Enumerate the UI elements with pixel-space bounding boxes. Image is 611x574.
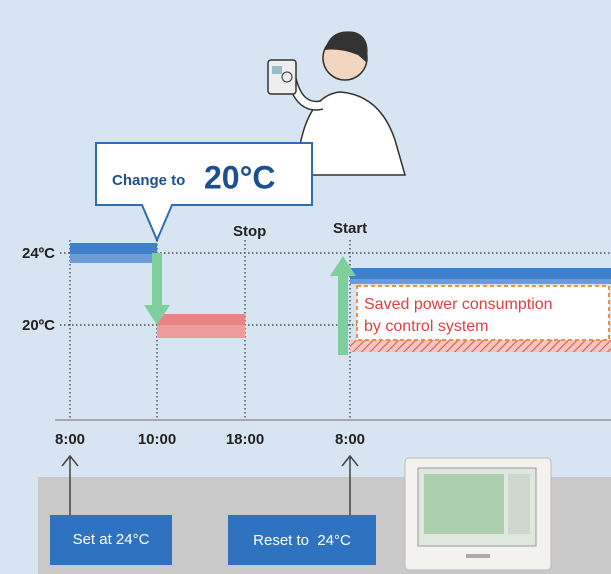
time-label: 10:00 [138,431,176,448]
time-label: 18:00 [226,431,264,448]
time-label: 8:00 [55,431,85,448]
action-box [50,515,172,565]
setpoint-bar [157,325,245,338]
pointer-arrow [61,454,79,515]
callout-box [95,142,313,243]
controller-illustration [404,457,552,571]
down-arrow [144,253,170,325]
callout-prefix: Change to [112,172,185,189]
setpoint-bar [350,268,611,279]
level-label: 24ºC [22,245,55,262]
action-box [228,515,376,565]
setpoint-bar [157,314,245,325]
savings-text: by control system [364,318,488,335]
action-text: Set at 24°C [73,531,150,548]
callout-temperature: 20°C [204,159,276,195]
hatch-area [350,340,611,352]
stop-label: Stop [233,223,266,240]
start-label: Start [333,220,367,237]
action-text: Reset to 24°C [253,532,351,549]
savings-box [356,285,610,341]
setpoint-bar [350,279,611,284]
savings-text: Saved power consumption [364,296,553,313]
setpoint-bar [70,243,157,254]
pointer-arrow [341,454,359,515]
person-illustration [267,31,406,176]
level-label: 20ºC [22,317,55,334]
time-label: 8:00 [335,431,365,448]
up-arrow [330,256,356,355]
setpoint-bar [70,254,157,263]
